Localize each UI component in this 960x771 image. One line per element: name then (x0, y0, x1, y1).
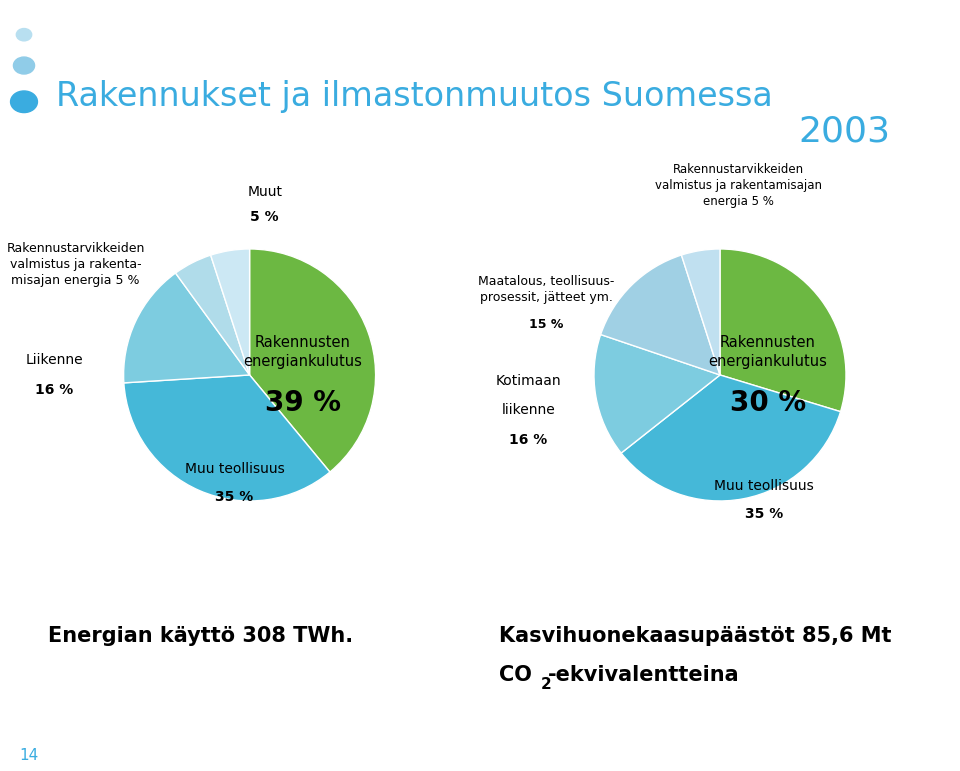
Text: Liikenne: Liikenne (26, 353, 84, 367)
Text: 30 %: 30 % (730, 389, 806, 416)
Wedge shape (250, 249, 375, 472)
Text: 2003: 2003 (799, 114, 891, 148)
Text: Maatalous, teollisuus-
prosessit, jätteet ym.: Maatalous, teollisuus- prosessit, jättee… (478, 274, 614, 304)
Wedge shape (176, 255, 250, 375)
Wedge shape (594, 335, 720, 453)
Text: 2: 2 (540, 677, 551, 692)
Text: 5 %: 5 % (251, 210, 279, 224)
Wedge shape (210, 249, 250, 375)
Text: Rakennustarvikkeiden
valmistus ja rakentamisajan
energia 5 %: Rakennustarvikkeiden valmistus ja rakent… (656, 163, 823, 208)
Text: liikenne: liikenne (502, 403, 555, 417)
Text: 35 %: 35 % (215, 490, 253, 504)
Text: Muu teollisuus: Muu teollisuus (184, 463, 284, 476)
Text: CO: CO (499, 665, 532, 685)
Text: Kotimaan: Kotimaan (495, 374, 562, 389)
Text: Rakennukset ja ilmastonmuutos Suomessa: Rakennukset ja ilmastonmuutos Suomessa (56, 80, 773, 113)
Text: 16 %: 16 % (510, 433, 547, 447)
Wedge shape (720, 249, 846, 412)
Text: Rakennusten
energiankulutus: Rakennusten energiankulutus (243, 335, 362, 369)
Text: -ekvivalentteina: -ekvivalentteina (548, 665, 739, 685)
Text: 15 %: 15 % (529, 318, 564, 331)
Text: 35 %: 35 % (745, 507, 783, 520)
Text: 39 %: 39 % (265, 389, 341, 416)
Text: 14: 14 (19, 748, 38, 763)
Wedge shape (682, 249, 720, 375)
Wedge shape (601, 255, 720, 375)
Wedge shape (124, 375, 330, 501)
Text: Rakennusten
energiankulutus: Rakennusten energiankulutus (708, 335, 828, 369)
Text: Rakennustarvikkeiden
valmistus ja rakenta-
misajan energia 5 %: Rakennustarvikkeiden valmistus ja rakent… (7, 241, 145, 287)
Wedge shape (621, 375, 841, 501)
Text: Energian käyttö 308 TWh.: Energian käyttö 308 TWh. (48, 626, 353, 646)
Wedge shape (124, 273, 250, 383)
Text: Muu teollisuus: Muu teollisuus (714, 479, 814, 493)
Text: Kasvihuonekaasupäästöt 85,6 Mt: Kasvihuonekaasupäästöt 85,6 Mt (499, 626, 892, 646)
Text: 16 %: 16 % (36, 383, 73, 397)
Text: Muut: Muut (248, 185, 282, 199)
